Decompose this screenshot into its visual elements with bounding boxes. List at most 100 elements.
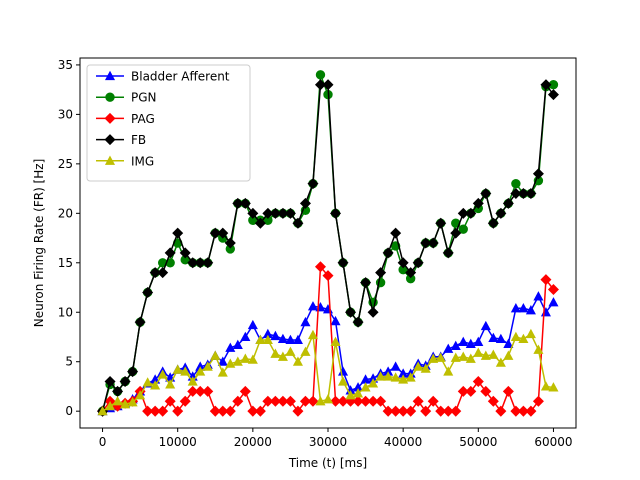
data-point-fb	[269, 207, 281, 219]
data-point-img	[465, 353, 476, 363]
data-point-img	[255, 334, 266, 345]
data-point-pag	[360, 395, 372, 407]
data-point-pag	[442, 405, 454, 417]
data-point-pag	[510, 405, 522, 417]
data-point-bladder-afferent	[232, 339, 243, 349]
data-point-bladder-afferent	[518, 303, 529, 313]
data-point-pag	[390, 405, 402, 417]
data-point-fb	[457, 207, 469, 219]
data-point-img	[353, 388, 364, 398]
data-point-img	[458, 351, 469, 361]
data-point-bladder-afferent	[285, 334, 296, 345]
data-point-pag	[435, 405, 447, 417]
data-point-fb	[299, 197, 311, 209]
data-point-fb	[127, 366, 139, 378]
data-point-fb	[134, 316, 146, 328]
data-point-img	[165, 379, 176, 389]
data-point-fb	[510, 188, 522, 200]
legend-item-pgn: PGN	[96, 91, 157, 105]
y-tick-label: 10	[58, 305, 73, 319]
data-point-pag	[254, 405, 266, 417]
data-point-img	[375, 371, 386, 381]
data-point-img	[533, 344, 544, 354]
data-point-fb	[254, 217, 266, 229]
legend-swatch-marker	[104, 155, 116, 165]
data-point-pag	[269, 395, 281, 407]
data-point-bladder-afferent	[488, 332, 499, 343]
data-point-img	[247, 354, 258, 364]
legend-label: FB	[131, 133, 146, 147]
legend-swatch-marker	[104, 70, 116, 81]
data-point-fb	[217, 227, 229, 239]
data-point-fb	[525, 188, 537, 200]
legend-item-img: IMG	[96, 154, 154, 168]
data-point-img	[300, 346, 311, 356]
x-tick-label: 30000	[309, 435, 347, 449]
data-point-fb	[397, 257, 409, 269]
data-point-fb	[465, 207, 477, 219]
data-point-pag	[547, 283, 559, 296]
data-point-fb	[224, 237, 236, 249]
data-point-pag	[517, 405, 529, 417]
data-point-pag	[277, 395, 289, 407]
data-point-fb	[375, 267, 387, 279]
data-point-fb	[164, 247, 176, 259]
data-point-fb	[104, 375, 116, 388]
data-point-fb	[149, 267, 161, 279]
data-point-fb	[540, 79, 552, 91]
data-point-pag	[299, 395, 311, 407]
data-point-img	[285, 346, 296, 356]
data-point-fb	[390, 227, 402, 239]
data-point-fb	[247, 207, 259, 219]
data-point-bladder-afferent	[525, 305, 536, 315]
data-point-pag	[382, 405, 394, 417]
legend-swatch-marker	[105, 92, 115, 102]
data-point-pag	[194, 385, 206, 397]
data-point-fb	[307, 178, 319, 190]
data-point-img	[315, 396, 326, 406]
data-point-img	[495, 357, 506, 367]
data-point-img	[450, 352, 461, 362]
data-point-pag	[375, 395, 387, 407]
data-point-img	[510, 331, 521, 342]
data-point-img	[548, 382, 559, 392]
data-point-pag	[420, 405, 432, 417]
data-point-pag	[187, 385, 199, 397]
data-point-img	[150, 380, 161, 390]
data-point-pag	[239, 385, 251, 397]
data-point-pgn	[315, 70, 326, 80]
data-point-pag	[232, 395, 244, 407]
data-point-fb	[262, 207, 274, 219]
data-point-bladder-afferent	[548, 297, 559, 307]
data-point-pag	[224, 405, 236, 417]
data-point-bladder-afferent	[217, 356, 228, 366]
data-point-fb	[345, 306, 357, 318]
data-point-img	[473, 347, 484, 357]
data-point-img	[195, 366, 206, 376]
data-point-pag	[450, 405, 462, 417]
data-point-bladder-afferent	[443, 343, 454, 353]
data-point-img	[443, 366, 454, 376]
data-point-bladder-afferent	[533, 291, 544, 301]
data-point-bladder-afferent	[503, 338, 514, 348]
data-point-img	[518, 333, 529, 344]
legend-label: Bladder Afferent	[131, 70, 230, 84]
data-point-pag	[217, 405, 229, 417]
x-tick-label: 50000	[459, 435, 497, 449]
data-point-fb	[232, 197, 244, 209]
data-point-fb	[187, 257, 199, 269]
x-tick-label: 20000	[234, 435, 272, 449]
data-point-img	[292, 356, 303, 366]
data-point-pag	[322, 270, 334, 282]
data-point-fb	[337, 257, 349, 269]
data-point-bladder-afferent	[495, 333, 506, 344]
data-point-pag	[472, 375, 484, 388]
data-point-img	[225, 358, 236, 368]
data-point-pag	[164, 395, 176, 407]
x-tick-label: 10000	[159, 435, 197, 449]
data-point-fb	[487, 217, 499, 229]
data-point-pag	[337, 395, 349, 407]
y-tick-label: 20	[58, 206, 73, 220]
data-point-fb	[495, 207, 507, 219]
data-point-pag	[502, 385, 514, 397]
